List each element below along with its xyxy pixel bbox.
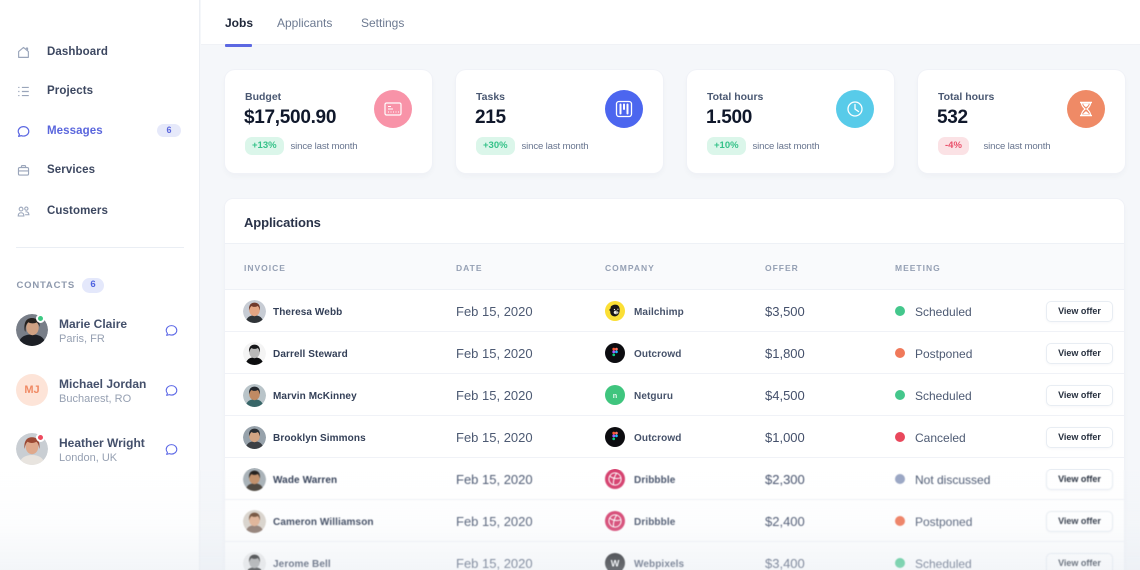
svg-text:n: n: [613, 391, 617, 400]
svg-text:W: W: [611, 558, 620, 568]
